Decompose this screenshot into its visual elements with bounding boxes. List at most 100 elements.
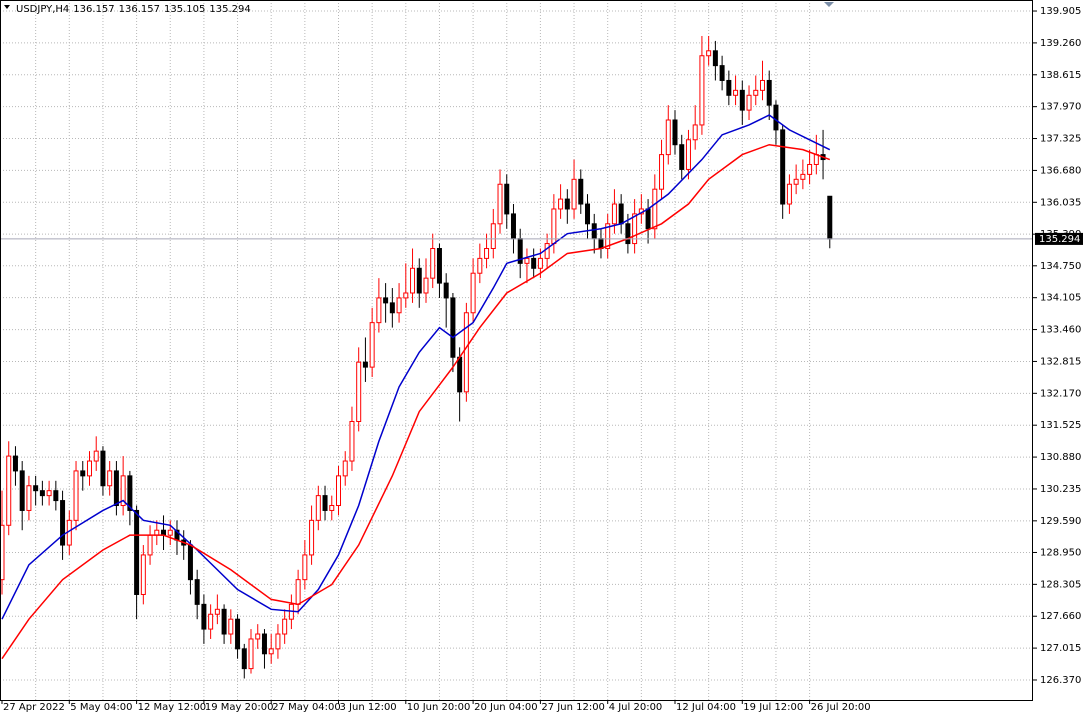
candle-body	[591, 223, 597, 240]
candle-body	[793, 178, 799, 185]
candle-body	[571, 178, 577, 210]
candle-body	[450, 297, 456, 358]
candle-body	[786, 183, 792, 205]
candle-body	[531, 257, 537, 269]
candle-body	[410, 267, 416, 294]
candle-body	[248, 638, 254, 670]
candle-body	[746, 94, 752, 111]
candle-body	[147, 534, 153, 556]
y-tick-label: 134.105	[1040, 293, 1081, 304]
candle-body	[322, 495, 328, 511]
candle-body	[295, 579, 301, 605]
candle-body	[813, 154, 819, 165]
x-tick-label: 27 Jun 12:00	[541, 702, 605, 713]
candle-body	[356, 361, 362, 422]
moving-average	[1, 143, 831, 660]
candle-body	[214, 608, 220, 615]
candle-body	[564, 198, 570, 210]
candle-body	[127, 475, 133, 511]
x-tick-label: 5 May 04:00	[70, 702, 132, 713]
candle-body	[652, 188, 658, 230]
candle-body	[753, 89, 759, 96]
price-label-box	[1035, 232, 1083, 245]
candle-body	[430, 248, 436, 279]
plot-border	[0, 0, 1033, 701]
candle-body	[578, 178, 584, 205]
candle-body	[510, 213, 516, 240]
symbol: USDJPY,H4	[16, 4, 69, 15]
candle-body	[80, 470, 86, 477]
candle-body	[100, 450, 106, 487]
x-tick-label: 27 Apr 2022	[3, 702, 65, 713]
candle-body	[187, 544, 193, 581]
y-tick-label: 127.660	[1040, 611, 1081, 622]
candle-body	[228, 618, 234, 635]
candle-body	[436, 248, 442, 284]
candle-body	[504, 183, 510, 215]
y-tick-label: 129.590	[1040, 516, 1081, 527]
y-tick-label: 133.460	[1040, 325, 1081, 336]
candle-body	[275, 633, 281, 650]
y-tick-label: 136.035	[1040, 197, 1081, 208]
candle-body	[315, 495, 321, 521]
candle-body	[134, 509, 140, 595]
candle-body	[665, 119, 671, 156]
candle-body	[86, 460, 92, 477]
y-tick-label: 138.615	[1040, 70, 1081, 81]
candle-body	[443, 282, 449, 299]
candle-body	[773, 104, 779, 131]
candle-body	[618, 203, 624, 225]
y-tick-label: 132.170	[1040, 388, 1081, 399]
candle-body	[241, 648, 247, 670]
candle-body	[807, 163, 813, 175]
candle-body	[726, 79, 732, 96]
candle-body	[33, 485, 39, 492]
candle-body	[780, 129, 786, 205]
x-tick-label: 10 Jun 20:00	[407, 702, 471, 713]
candle-body	[706, 50, 712, 57]
y-tick-label: 131.525	[1040, 420, 1081, 431]
y-tick-label: 134.750	[1040, 261, 1081, 272]
y-tick-label: 137.970	[1040, 102, 1081, 113]
candle-body	[457, 356, 463, 393]
candle-body	[194, 579, 200, 605]
candle-body	[19, 470, 25, 511]
y-tick-label: 137.325	[1040, 134, 1081, 145]
plot	[0, 35, 1033, 679]
candle-body	[329, 505, 335, 511]
candle-body	[524, 257, 530, 264]
candle-body	[423, 277, 429, 294]
candle-body	[113, 470, 119, 507]
candle-body	[719, 65, 725, 81]
candle-body	[712, 50, 718, 67]
candle-body	[558, 198, 564, 210]
candle-body	[632, 213, 638, 245]
candle-body	[167, 529, 173, 536]
x-tick-label: 19 May 20:00	[205, 702, 274, 713]
candle-body	[759, 79, 765, 91]
candle-body	[342, 460, 348, 477]
candle-body	[692, 124, 698, 141]
candle-body	[396, 297, 402, 314]
candle-body	[221, 608, 227, 635]
x-tick-label: 3 Jun 12:00	[340, 702, 397, 713]
moving-average	[1, 114, 831, 620]
ohlc-open: 136.157	[73, 4, 114, 15]
y-tick-label: 127.015	[1040, 643, 1081, 654]
candle-body	[605, 223, 611, 250]
candle-body	[659, 154, 665, 190]
candle-body	[93, 450, 99, 462]
candle-body	[800, 173, 806, 180]
candle-body	[389, 302, 395, 314]
candle-body	[336, 475, 341, 507]
candle-body	[383, 297, 389, 304]
x-tick-label: 12 Jul 04:00	[676, 702, 736, 713]
candle-body	[403, 292, 409, 299]
candle-body	[699, 55, 705, 126]
axes: 139.905 139.260 138.615 137.970 137.325 136.6…	[1, 6, 1083, 713]
candle-body	[537, 257, 543, 269]
candle-body	[140, 554, 146, 595]
candle-body	[645, 208, 651, 230]
candle-body	[585, 203, 591, 225]
